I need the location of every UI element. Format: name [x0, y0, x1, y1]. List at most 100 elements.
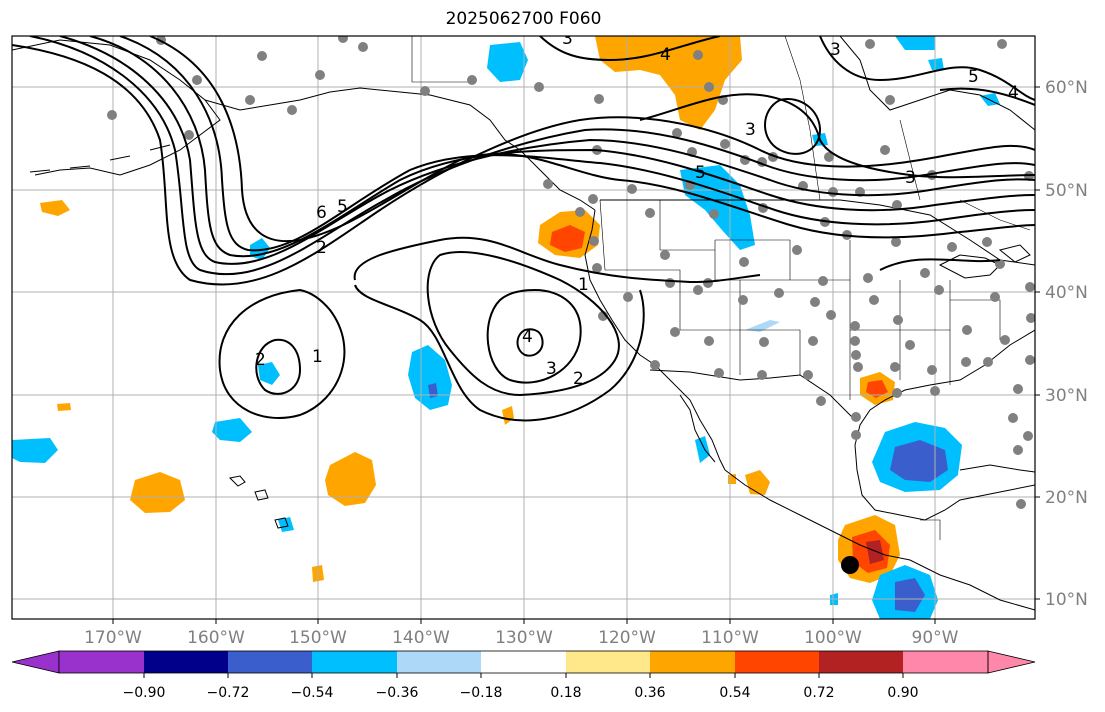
us-canada-border: [600, 199, 1035, 266]
lat-label: 60°N: [1045, 78, 1088, 98]
contour-label: 1: [312, 347, 323, 367]
colorbar-extend-left: [11, 650, 60, 674]
contour-label: 2: [573, 369, 584, 389]
colorbar-tick-label: −0.54: [291, 685, 334, 701]
contour-label: 3: [546, 359, 557, 379]
contour-label: 2: [255, 350, 266, 370]
shade-midblue-gulf: [890, 440, 948, 482]
colorbar-segment: [903, 651, 988, 673]
shade-lightblue-arizona: [745, 320, 780, 332]
colorbar-tick-label: −0.90: [123, 685, 166, 701]
cuba-coast: [959, 464, 1035, 473]
map-title: 2025062700 F060: [445, 9, 602, 29]
mexico-coast: [724, 469, 1035, 611]
contour-2-low: [218, 288, 346, 419]
contour-label: 1: [578, 275, 589, 295]
lon-label: 90°W: [912, 628, 959, 648]
lat-label: 30°N: [1045, 386, 1088, 406]
lat-label: 50°N: [1045, 181, 1088, 201]
colorbar-tick-label: 0.72: [803, 685, 834, 701]
shade-orange-small-2: [57, 403, 71, 411]
shade-midblue-eastpac-south: [895, 578, 925, 612]
colorbar-segment: [566, 651, 650, 673]
contour-label: 5: [695, 163, 706, 183]
contour-label: 4: [1008, 83, 1019, 103]
contour-label: 5: [337, 197, 348, 217]
contour-jet-5: [119, 36, 1035, 252]
shade-darkred-eastpac: [866, 540, 884, 564]
lon-label: 150°W: [289, 628, 347, 648]
lon-label: 100°W: [804, 628, 862, 648]
longitude-labels: 170°W 160°W 150°W 140°W 130°W 120°W 110°…: [84, 628, 959, 648]
colorbar-tick-label: 0.18: [550, 685, 581, 701]
graticule: [12, 36, 1035, 619]
colorbar-segment: [819, 651, 903, 673]
gulf-coast: [854, 329, 1035, 521]
lat-label: 10°N: [1045, 590, 1088, 610]
shade-orange-small-1: [40, 200, 70, 216]
shade-blue-pacific-2: [212, 418, 252, 442]
us-mexico-border: [649, 369, 856, 421]
contour-3-low: [486, 288, 582, 384]
colorbar: −0.90 −0.72 −0.54 −0.36 −0.18 0.18 0.36 …: [11, 650, 1036, 701]
contour-label: 5: [968, 67, 979, 87]
lon-label: 160°W: [187, 628, 245, 648]
shade-blue-small-baja: [695, 436, 710, 463]
shade-blue-idaho: [680, 165, 755, 250]
contour-2-small: [255, 338, 302, 395]
hawaii-islands: [228, 475, 289, 529]
contour-ridge: [149, 36, 1035, 243]
colorbar-tick-label: 0.54: [719, 685, 750, 701]
latitude-labels: 60°N 50°N 40°N 30°N 20°N 10°N: [1045, 78, 1088, 610]
west-coast: [584, 209, 726, 471]
shade-blue-northeast: [895, 36, 935, 50]
shade-blue-far-west: [12, 438, 58, 463]
lon-label: 110°W: [701, 628, 759, 648]
colorbar-tick-label: 0.36: [634, 685, 665, 701]
shade-red-oregon: [550, 225, 585, 252]
aleutians: [29, 144, 171, 173]
shade-red-texas: [866, 380, 888, 398]
contour-4-north: [819, 36, 1035, 101]
contour-3-nw: [764, 98, 822, 155]
colorbar-segment: [144, 651, 228, 673]
lon-label: 140°W: [392, 628, 450, 648]
colorbar-segment: [228, 651, 312, 673]
shade-orange-pacific-2: [325, 452, 376, 506]
contour-label: 3: [830, 40, 841, 60]
contour-label-group: 6 5 2 1 4 3 2 2 1 3 3 5 4 3 5 4 3: [255, 36, 1019, 389]
colorbar-tick-label: −0.36: [376, 685, 419, 701]
colorbar-segment: [59, 651, 144, 673]
colorbar-segment: [312, 651, 397, 673]
lon-label: 130°W: [495, 628, 553, 648]
contour-label: 6: [316, 203, 327, 223]
contour-5-north: [539, 36, 721, 62]
contour-4-ne: [939, 87, 1035, 106]
shade-blue-hawaii-north: [258, 362, 280, 385]
storm-center-marker: [841, 556, 859, 574]
colorbar-segment: [650, 651, 735, 673]
lat-label: 40°N: [1045, 283, 1088, 303]
contour-2-outer: [426, 251, 620, 397]
axis-ticks: [112, 86, 1040, 624]
colorbar-segment: [397, 651, 481, 673]
contour-2-south-ne: [879, 258, 1001, 271]
shade-blue-pacific-1: [408, 345, 452, 410]
contour-3-north: [639, 93, 1035, 179]
shade-orange-pacific-1: [130, 472, 185, 513]
contour-jet-2: [29, 36, 1035, 276]
contour-label: 2: [316, 238, 327, 258]
colorbar-segment: [735, 651, 819, 673]
contour-4-low: [516, 328, 544, 357]
colorbar-tick-label: −0.72: [207, 685, 250, 701]
lat-label: 20°N: [1045, 488, 1088, 508]
lon-label: 120°W: [598, 628, 656, 648]
contour-jet-3: [59, 36, 1035, 265]
shade-blue-small-ne2: [928, 58, 944, 70]
hudson-bay-coast: [839, 36, 1035, 131]
contour-label: 3: [745, 120, 756, 140]
colorbar-outline: [58, 650, 989, 674]
colorbar-segment: [481, 651, 566, 673]
colorbar-tick-label: −0.18: [460, 685, 503, 701]
